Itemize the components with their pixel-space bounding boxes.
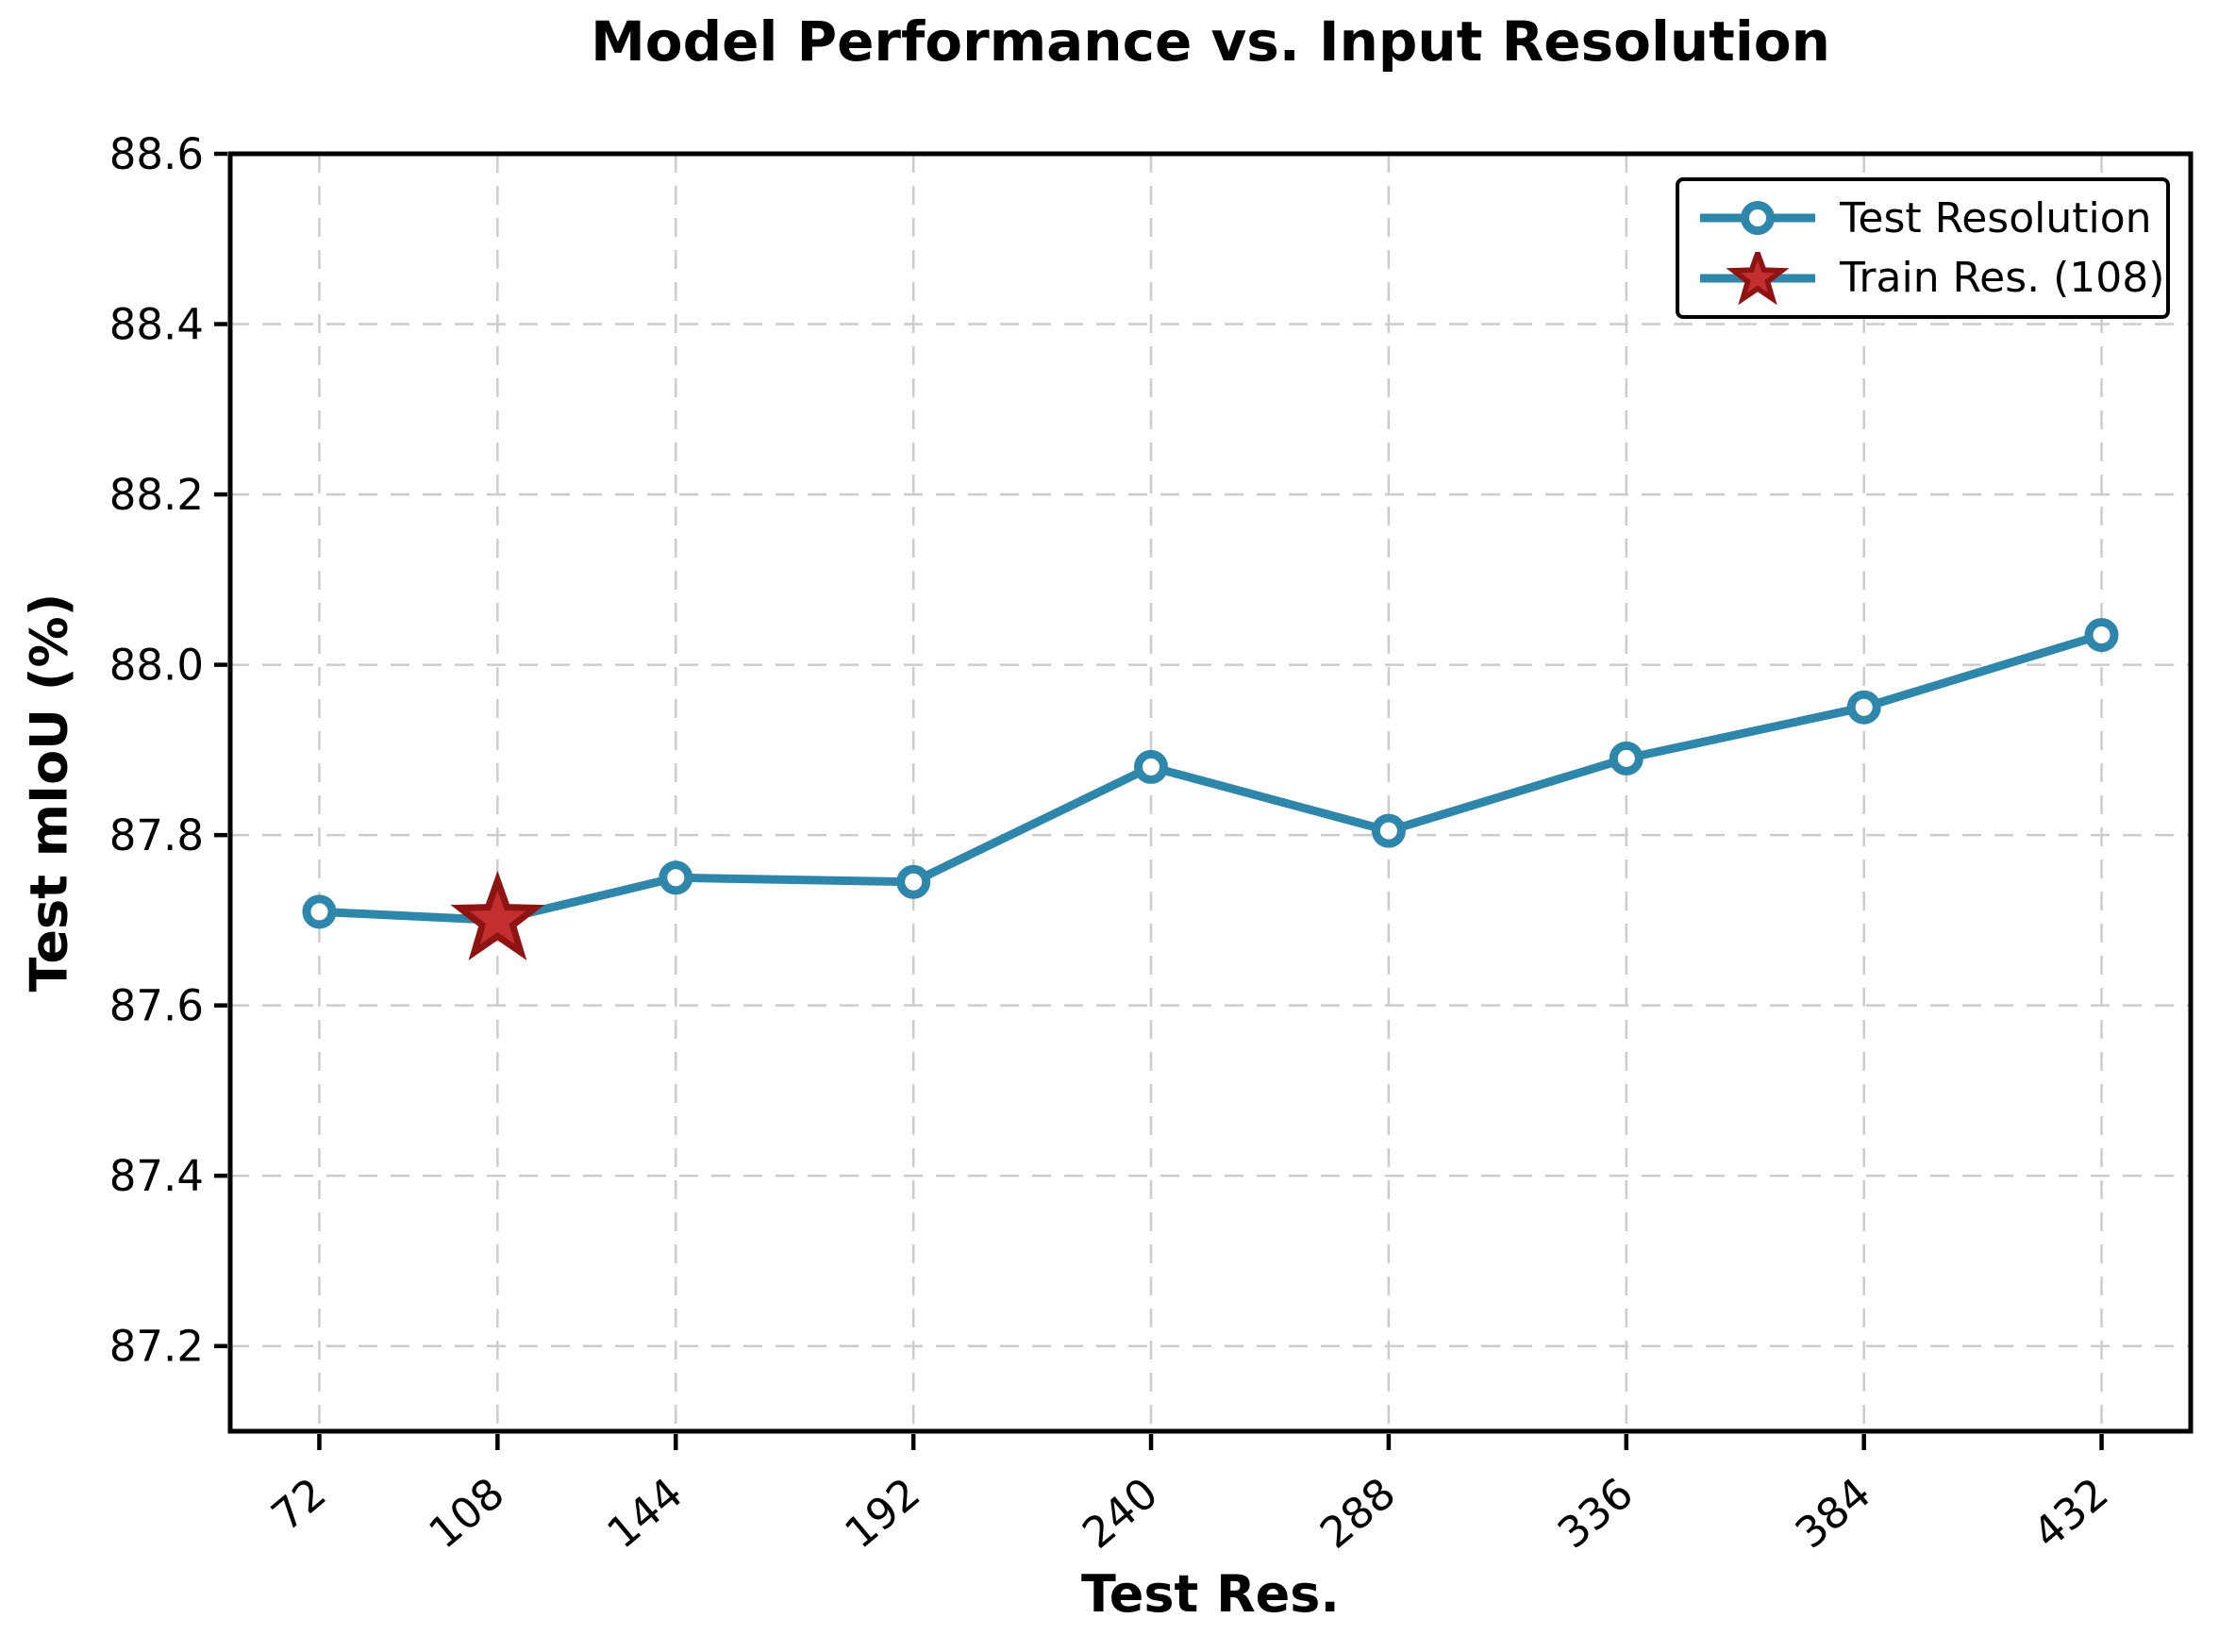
legend-item-train-res: Train Res. (108) — [1696, 251, 2164, 305]
x-tick-label: 384 — [1786, 1468, 1880, 1559]
x-tick-label: 144 — [597, 1468, 692, 1559]
chart-title: Model Performance vs. Input Resolution — [591, 9, 1830, 74]
x-tick-label: 72 — [262, 1468, 336, 1541]
x-tick-label: 336 — [1548, 1468, 1643, 1559]
data-point — [302, 894, 337, 929]
legend-star-marker — [1726, 251, 1790, 305]
x-tick-label: 192 — [835, 1468, 929, 1559]
star-marker-sample-icon — [1700, 251, 1815, 305]
axes-border — [227, 151, 2194, 1434]
data-point — [896, 864, 931, 899]
y-tick-label: 87.6 — [109, 981, 204, 1031]
x-tick-label: 432 — [2024, 1468, 2118, 1559]
legend-label-train-res: Train Res. (108) — [1840, 254, 2165, 303]
x-tick-label: 288 — [1310, 1468, 1405, 1559]
circle-marker-sample-icon — [1700, 201, 1815, 236]
train-star-marker — [450, 870, 545, 960]
data-point — [1134, 749, 1168, 784]
x-tick-label: 108 — [420, 1468, 514, 1559]
y-tick-label: 87.2 — [109, 1322, 204, 1372]
series-line — [315, 630, 2106, 925]
legend-circle-marker — [1741, 201, 1775, 236]
y-tick-label: 88.0 — [109, 641, 204, 691]
data-point — [1609, 741, 1643, 776]
data-point — [659, 860, 693, 895]
x-tick-label: 240 — [1073, 1468, 1167, 1559]
y-tick-label: 87.4 — [109, 1151, 204, 1201]
x-axis-label: Test Res. — [1081, 1564, 1340, 1624]
legend-label-test-resolution: Test Resolution — [1840, 193, 2152, 242]
y-tick-label: 88.2 — [109, 470, 204, 520]
data-point — [2084, 618, 2119, 652]
legend: Test Resolution Train Res. (108) — [1676, 177, 2170, 319]
data-point — [1371, 813, 1406, 848]
y-tick-label: 87.8 — [109, 810, 204, 860]
legend-item-test-resolution: Test Resolution — [1696, 192, 2157, 244]
y-tick-label: 88.6 — [109, 129, 204, 179]
data-point — [1846, 690, 1881, 725]
y-tick-label: 88.4 — [109, 300, 204, 350]
